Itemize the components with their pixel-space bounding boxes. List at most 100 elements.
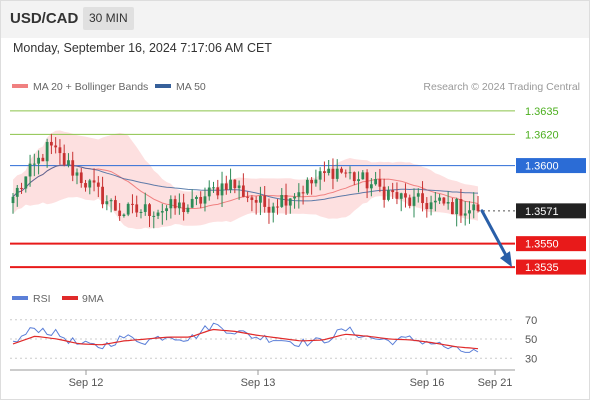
- rsi-ma-legend-label: 9MA: [82, 293, 104, 305]
- candle-body: [105, 201, 109, 205]
- candle-body: [340, 168, 343, 173]
- candle-body: [280, 195, 284, 207]
- candle-body: [297, 192, 301, 197]
- candle-body: [288, 198, 292, 206]
- candle-body: [395, 192, 399, 199]
- candle-body: [199, 196, 203, 204]
- candle-body: [451, 202, 454, 215]
- level-label-1.3550: 1.3550: [525, 239, 559, 251]
- candle-body: [96, 182, 100, 187]
- candle-body: [71, 160, 75, 176]
- candle-body: [224, 183, 228, 190]
- candle-body: [233, 179, 237, 189]
- candle-body: [310, 179, 314, 184]
- candle-body: [446, 202, 450, 204]
- candle-body: [361, 172, 365, 180]
- candle-body: [442, 197, 446, 204]
- candle-body: [429, 202, 433, 210]
- candle-body: [207, 187, 211, 197]
- candle-body: [135, 204, 139, 213]
- candle-body: [41, 157, 45, 162]
- candle-body: [412, 196, 416, 206]
- candle-body: [20, 187, 23, 189]
- candle-body: [259, 195, 262, 203]
- candle-body: [173, 199, 177, 209]
- candle-body: [241, 185, 245, 197]
- candle-body: [327, 168, 331, 173]
- level-label-box-1.3571: [516, 203, 586, 219]
- candle-body: [195, 196, 198, 199]
- timeframe-badge[interactable]: 30 MIN: [83, 7, 134, 30]
- projection-arrow-head: [500, 251, 512, 268]
- candle-body: [271, 206, 275, 213]
- bollinger-band: [13, 130, 478, 230]
- candle-body: [212, 187, 215, 189]
- rsi-tick-70: 70: [525, 315, 537, 327]
- ma20-legend-swatch: [12, 84, 28, 88]
- candle-body: [182, 202, 186, 213]
- candle-body: [28, 163, 32, 177]
- candle-body: [203, 196, 207, 204]
- projection-arrow-line: [480, 209, 510, 261]
- candle-body: [156, 212, 160, 216]
- rsi-ma-legend-swatch: [62, 296, 78, 300]
- candle-body: [216, 187, 220, 196]
- candle-body: [263, 195, 267, 207]
- candle-body: [122, 214, 126, 216]
- level-label-1.3571: 1.3571: [525, 206, 559, 218]
- rsi-tick-30: 30: [525, 353, 537, 365]
- level-label-1.3620: 1.3620: [525, 129, 559, 141]
- level-label-box-1.3550: [516, 236, 586, 252]
- candle-body: [131, 203, 134, 205]
- candle-body: [408, 197, 412, 206]
- candle-body: [75, 172, 79, 176]
- candle-body: [32, 163, 36, 165]
- candle-body: [152, 215, 156, 217]
- candle-body: [165, 208, 168, 212]
- candle-body: [314, 179, 318, 184]
- candle-body: [293, 196, 296, 199]
- candle-body: [54, 145, 58, 148]
- candle-body: [476, 204, 480, 211]
- candle-body: [421, 193, 424, 204]
- candle-body: [177, 202, 181, 209]
- x-tick-label: Sep 13: [241, 377, 276, 389]
- candle-body: [416, 193, 420, 197]
- level-label-1.3600: 1.3600: [525, 161, 559, 173]
- candle-body: [24, 176, 28, 189]
- candle-body: [246, 196, 250, 198]
- timestamp: Monday, September 16, 2024 7:17:06 AM CE…: [13, 41, 272, 55]
- candle-body: [143, 204, 147, 212]
- candle-body: [331, 168, 335, 179]
- candle-body: [433, 200, 437, 203]
- level-label-box-1.3600: [516, 158, 586, 174]
- candle-body: [387, 190, 390, 200]
- candle-body: [284, 195, 288, 206]
- candle-body: [49, 141, 53, 146]
- rsi-ma-line: [12, 328, 479, 350]
- copyright-text: Research © 2024 Trading Central: [423, 81, 580, 93]
- candle-body: [455, 198, 459, 215]
- ma20-legend-label: MA 20 + Bollinger Bands: [33, 81, 148, 93]
- x-tick-label: Sep 21: [478, 377, 513, 389]
- candle-body: [254, 200, 258, 203]
- candle-body: [369, 184, 373, 189]
- candle-body: [472, 204, 476, 211]
- candle-body: [318, 171, 322, 180]
- candle-body: [118, 210, 122, 216]
- candle-body: [37, 157, 40, 164]
- candle-body: [250, 197, 254, 201]
- candle-body: [186, 207, 190, 213]
- level-label-box-1.3535: [516, 259, 586, 275]
- candle-body: [468, 210, 471, 214]
- candle-body: [459, 198, 463, 216]
- ma50-legend-swatch: [155, 84, 171, 88]
- candle-body: [378, 179, 382, 187]
- candle-body: [438, 197, 442, 201]
- candle-body: [335, 168, 339, 179]
- candle-body: [237, 185, 241, 189]
- candle-body: [84, 183, 87, 188]
- ma50-line: [12, 164, 479, 202]
- candle-body: [301, 192, 305, 194]
